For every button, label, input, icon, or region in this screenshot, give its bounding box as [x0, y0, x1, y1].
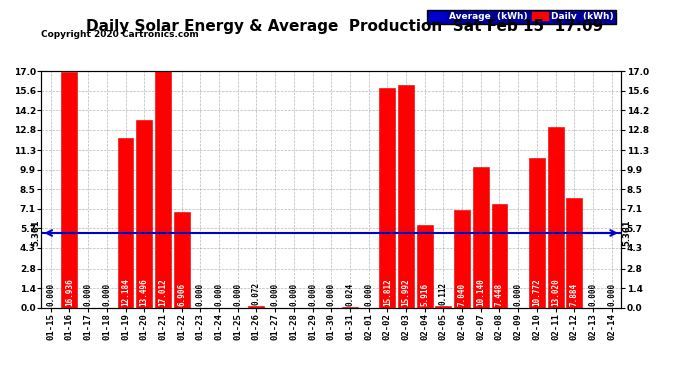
Bar: [61, 72, 77, 308]
Text: 0.000: 0.000: [308, 283, 317, 306]
Text: 15.812: 15.812: [383, 279, 392, 306]
Text: 0.000: 0.000: [233, 283, 242, 306]
Text: 0.000: 0.000: [270, 283, 279, 306]
Bar: [117, 138, 133, 308]
Bar: [248, 306, 264, 308]
Bar: [398, 85, 414, 308]
Text: 10.140: 10.140: [476, 279, 485, 306]
Text: 0.000: 0.000: [102, 283, 111, 306]
Text: 13.496: 13.496: [140, 279, 149, 306]
Text: 5.361: 5.361: [32, 220, 41, 246]
Text: 0.000: 0.000: [607, 283, 616, 306]
Text: 0.000: 0.000: [289, 283, 298, 306]
Bar: [454, 210, 470, 308]
Text: 0.000: 0.000: [513, 283, 522, 306]
Text: 0.000: 0.000: [326, 283, 336, 306]
Bar: [174, 211, 190, 308]
Bar: [137, 120, 152, 308]
Text: 5.916: 5.916: [420, 283, 429, 306]
Bar: [548, 126, 564, 308]
Bar: [566, 198, 582, 308]
Text: 7.884: 7.884: [570, 283, 579, 306]
Text: 0.000: 0.000: [589, 283, 598, 306]
Bar: [155, 71, 171, 308]
Text: 7.040: 7.040: [457, 283, 466, 306]
Text: 10.772: 10.772: [533, 279, 542, 306]
Text: 0.000: 0.000: [83, 283, 92, 306]
Text: Copyright 2020 Cartronics.com: Copyright 2020 Cartronics.com: [41, 30, 199, 39]
Text: 0.024: 0.024: [346, 283, 355, 306]
Text: 0.112: 0.112: [439, 282, 448, 305]
Bar: [417, 225, 433, 308]
Text: 17.012: 17.012: [159, 279, 168, 306]
Text: 0.000: 0.000: [196, 283, 205, 306]
Legend: Average  (kWh), Daily  (kWh): Average (kWh), Daily (kWh): [427, 10, 616, 24]
Bar: [473, 166, 489, 308]
Bar: [380, 88, 395, 308]
Text: 5.361: 5.361: [622, 220, 631, 246]
Text: 0.000: 0.000: [46, 283, 55, 306]
Text: 16.936: 16.936: [65, 279, 74, 306]
Bar: [435, 306, 451, 308]
Bar: [491, 204, 507, 308]
Bar: [529, 158, 545, 308]
Text: 12.184: 12.184: [121, 279, 130, 306]
Text: 15.992: 15.992: [402, 279, 411, 306]
Text: 0.000: 0.000: [215, 283, 224, 306]
Text: 6.906: 6.906: [177, 283, 186, 306]
Text: 13.020: 13.020: [551, 279, 560, 306]
Text: 0.000: 0.000: [364, 283, 373, 306]
Text: Daily Solar Energy & Average  Production  Sat Feb 15  17:09: Daily Solar Energy & Average Production …: [86, 19, 604, 34]
Text: 0.072: 0.072: [252, 282, 261, 305]
Text: 7.448: 7.448: [495, 283, 504, 306]
